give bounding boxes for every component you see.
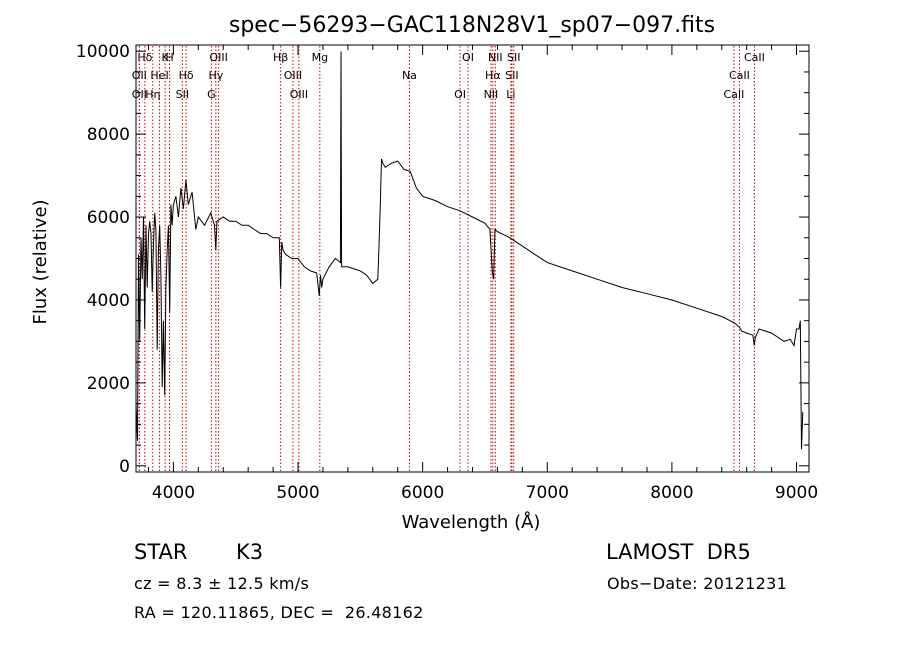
survey-name: LAMOST DR5 bbox=[606, 540, 751, 564]
line-marker-label: OI bbox=[454, 88, 466, 101]
redshift-cz: cz = 8.3 ± 12.5 km/s bbox=[134, 574, 310, 593]
x-tick-label: 8000 bbox=[650, 483, 693, 503]
y-tick-label: 4000 bbox=[87, 291, 130, 311]
line-marker-label: CaII bbox=[744, 51, 765, 64]
line-marker-label: SII bbox=[176, 88, 189, 101]
chart-title: spec−56293−GAC118N28V1_sp07−097.fits bbox=[229, 13, 715, 38]
line-marker-label: OIII bbox=[209, 51, 227, 64]
line-marker-label: NII bbox=[488, 51, 503, 64]
line-marker-label: K bbox=[162, 51, 170, 64]
y-tick-label: 0 bbox=[119, 457, 130, 477]
line-marker-label: H bbox=[165, 51, 173, 64]
object-subclass: K3 bbox=[236, 540, 264, 564]
line-marker-label: Na bbox=[402, 69, 417, 82]
plot-frame bbox=[135, 44, 810, 473]
line-marker-label: CaII bbox=[729, 69, 750, 82]
line-marker-label: G bbox=[207, 88, 216, 101]
x-tick-label: 6000 bbox=[401, 483, 444, 503]
line-marker-label: NII bbox=[484, 88, 499, 101]
line-marker-label: Hδ bbox=[179, 69, 194, 82]
line-marker-label: Hδ bbox=[137, 51, 152, 64]
spectral-line-markers: HδOIIOIIKHeIHηHHδSIIOIIIHγGHβOIIIOIIIMgN… bbox=[132, 46, 765, 472]
line-marker-label: OII bbox=[132, 88, 147, 101]
x-tick-label: 7000 bbox=[526, 483, 569, 503]
line-marker-label: Hη bbox=[145, 88, 160, 101]
y-axis: 0 2000 4000 6000 8000 10000 bbox=[76, 42, 809, 477]
line-marker-label: CaII bbox=[724, 88, 745, 101]
line-marker-label: SII bbox=[507, 51, 520, 64]
line-marker-label: Li bbox=[506, 88, 515, 101]
observation-date: Obs−Date: 20121231 bbox=[607, 574, 788, 593]
line-marker-label: SII bbox=[505, 69, 518, 82]
ra-dec: RA = 120.11865, DEC = 26.48162 bbox=[134, 603, 424, 622]
line-marker-label: Hβ bbox=[273, 51, 288, 64]
x-axis-label: Wavelength (Å) bbox=[402, 511, 541, 533]
x-tick-label: 9000 bbox=[775, 483, 818, 503]
x-tick-label: 5000 bbox=[276, 483, 319, 503]
y-tick-label: 10000 bbox=[76, 42, 130, 62]
y-axis-label: Flux (relative) bbox=[30, 199, 51, 324]
spectrum-line bbox=[135, 51, 804, 450]
line-marker-label: Mg bbox=[312, 51, 328, 64]
line-marker-label: Hγ bbox=[208, 69, 223, 82]
y-tick-label: 2000 bbox=[87, 374, 130, 394]
line-marker-label: OIII bbox=[284, 69, 302, 82]
line-marker-label: OI bbox=[462, 51, 474, 64]
line-marker-label: HeI bbox=[150, 69, 168, 82]
x-axis: 4000 5000 6000 7000 8000 9000 bbox=[147, 45, 818, 503]
y-tick-label: 6000 bbox=[87, 208, 130, 228]
line-marker-label: OIII bbox=[290, 88, 308, 101]
line-marker-label: Hα bbox=[485, 69, 501, 82]
x-tick-label: 4000 bbox=[152, 483, 195, 503]
object-type: STAR bbox=[134, 540, 188, 564]
y-tick-label: 8000 bbox=[87, 125, 130, 145]
